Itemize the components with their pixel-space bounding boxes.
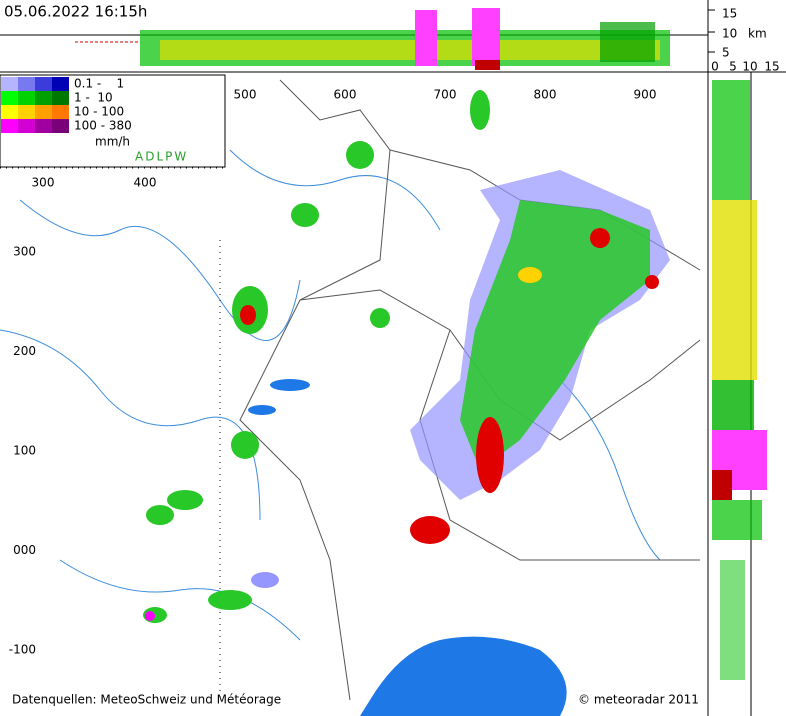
side-label: 10: [742, 60, 757, 74]
legend-swatch: [18, 119, 35, 133]
grid-label: 900: [634, 88, 657, 102]
precipitation: [143, 90, 670, 623]
legend-label: 0.1 - 1: [74, 77, 124, 91]
legend-swatch: [1, 105, 18, 119]
side-profile: [707, 0, 767, 716]
map-features: [0, 79, 701, 701]
grid-label: 300: [32, 176, 55, 190]
lake: [270, 379, 310, 391]
legend-swatch: [52, 105, 69, 119]
source: Datenquellen: MeteoSchweiz und Météorage: [12, 693, 281, 707]
grid-label: 100: [13, 444, 36, 458]
legend-unit: mm/h: [95, 135, 130, 149]
side-label: 0: [711, 60, 719, 74]
legend-swatch: [1, 77, 18, 91]
legend-swatch: [18, 105, 35, 119]
legend-swatch: [1, 91, 18, 105]
side-label: 15: [764, 60, 779, 74]
grid-label: 500: [234, 88, 257, 102]
legend-swatch: [35, 119, 52, 133]
legend-code: ADLPW: [135, 150, 188, 164]
grid-label: 700: [434, 88, 457, 102]
legend-label: 100 - 380: [74, 119, 132, 133]
lake: [248, 405, 276, 415]
top-profile: [0, 8, 786, 73]
copyright: © meteoradar 2011: [578, 693, 699, 707]
height-label: 15: [722, 7, 737, 21]
legend-swatch: [52, 77, 69, 91]
sea: [360, 636, 567, 716]
height-label: 5: [722, 46, 730, 60]
legend-swatch: [35, 77, 52, 91]
grid-label: 200: [13, 344, 36, 358]
grid-label: 600: [334, 88, 357, 102]
height-label: 10: [722, 27, 737, 41]
grid-label: 300: [13, 245, 36, 259]
legend-swatch: [18, 77, 35, 91]
legend-swatch: [1, 119, 18, 133]
legend-swatch: [35, 105, 52, 119]
legend-swatch: [35, 91, 52, 105]
legend-label: 10 - 100: [74, 105, 124, 119]
legend-swatch: [52, 119, 69, 133]
legend-swatch: [18, 91, 35, 105]
timestamp: 05.06.2022 16:15h: [4, 3, 147, 21]
grid-label: 000: [13, 543, 36, 557]
height-unit: km: [748, 27, 767, 41]
side-label: 5: [729, 60, 737, 74]
legend-swatch: [52, 91, 69, 105]
grid-label: 400: [134, 176, 157, 190]
grid-label: 800: [534, 88, 557, 102]
legend-label: 1 - 10: [74, 91, 113, 105]
grid-label: -100: [9, 643, 36, 657]
